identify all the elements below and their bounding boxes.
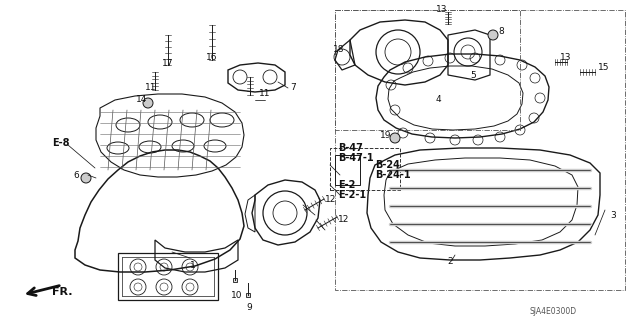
Text: 19: 19 [380,131,392,140]
Bar [233,278,237,282]
Text: B-24: B-24 [375,160,400,170]
Text: 7: 7 [290,84,296,93]
Bar [330,148,400,190]
Text: 2: 2 [447,257,453,266]
Text: 17: 17 [162,58,173,68]
Circle shape [143,98,153,108]
Text: 9: 9 [246,303,252,313]
Text: 1: 1 [190,262,196,271]
Text: E-8: E-8 [52,138,70,148]
Text: 6: 6 [73,170,79,180]
Text: 13: 13 [436,5,448,14]
Text: 11: 11 [145,84,157,93]
Text: 5: 5 [470,70,476,79]
Text: 10: 10 [231,291,243,300]
Text: 12: 12 [338,216,349,225]
Text: 13: 13 [560,54,572,63]
Text: FR.: FR. [52,287,72,297]
Text: 8: 8 [498,27,504,36]
Text: 14: 14 [136,95,147,105]
Text: 4: 4 [436,95,442,105]
Text: 3: 3 [610,211,616,219]
Circle shape [81,173,91,183]
Circle shape [390,133,400,143]
Text: B-47: B-47 [338,143,363,153]
Text: B-47-1: B-47-1 [338,153,374,163]
Text: 12: 12 [325,196,337,204]
Text: 11: 11 [259,88,271,98]
Text: 16: 16 [206,54,218,63]
Bar [246,293,250,297]
Text: 15: 15 [598,63,609,72]
Text: E-2-1: E-2-1 [338,190,366,200]
Text: SJA4E0300D: SJA4E0300D [530,308,577,316]
Circle shape [488,30,498,40]
Text: E-2: E-2 [338,180,355,190]
Text: 18: 18 [333,46,344,55]
Text: B-24-1: B-24-1 [375,170,411,180]
